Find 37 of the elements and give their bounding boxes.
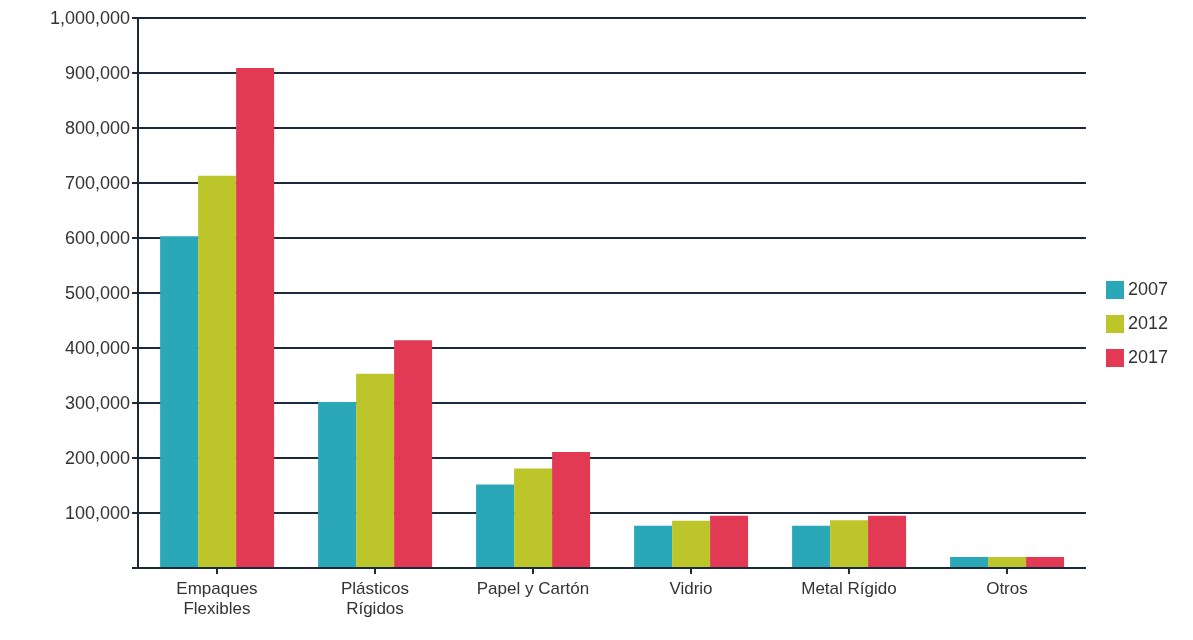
y-tick-label: 1,000,000 bbox=[49, 8, 130, 29]
legend-label: 2007 bbox=[1127, 279, 1168, 299]
x-tick-label: Empaques Flexibles bbox=[176, 579, 258, 618]
bar bbox=[514, 468, 553, 568]
bar bbox=[988, 557, 1027, 568]
y-tick-label: 100,000 bbox=[64, 503, 130, 524]
y-tick-label: 600,000 bbox=[64, 228, 130, 249]
bar bbox=[476, 484, 515, 568]
bar bbox=[792, 525, 831, 568]
x-tick-label: Metal Rígido bbox=[801, 579, 897, 598]
bar bbox=[1026, 557, 1065, 568]
y-tick-label: 200,000 bbox=[64, 448, 130, 469]
bar bbox=[160, 236, 199, 568]
bar bbox=[552, 451, 591, 568]
y-tick-label: 900,000 bbox=[64, 63, 130, 84]
bar bbox=[198, 175, 237, 568]
bar bbox=[318, 401, 357, 568]
bar bbox=[710, 515, 749, 568]
x-tick-label: Otros bbox=[986, 579, 1028, 598]
bar bbox=[672, 520, 711, 568]
x-tick-label: Papel y Cartón bbox=[476, 579, 590, 598]
x-tick-label: Vidrio bbox=[669, 579, 713, 598]
bar bbox=[394, 340, 433, 568]
y-tick-label: 300,000 bbox=[64, 393, 130, 414]
x-tick-label: Plásticos Rígidos bbox=[340, 579, 409, 618]
y-tick-label: 500,000 bbox=[64, 283, 130, 304]
bar bbox=[868, 515, 907, 568]
bar bbox=[236, 68, 275, 568]
legend-label: 2012 bbox=[1127, 313, 1168, 333]
bar bbox=[356, 373, 395, 568]
y-tick-label: 700,000 bbox=[64, 173, 130, 194]
bar bbox=[634, 525, 673, 568]
bar bbox=[950, 557, 989, 568]
y-tick-label: 800,000 bbox=[64, 118, 130, 139]
bar bbox=[830, 520, 869, 568]
legend-label: 2017 bbox=[1127, 347, 1168, 367]
y-tick-label: 400,000 bbox=[64, 338, 130, 359]
